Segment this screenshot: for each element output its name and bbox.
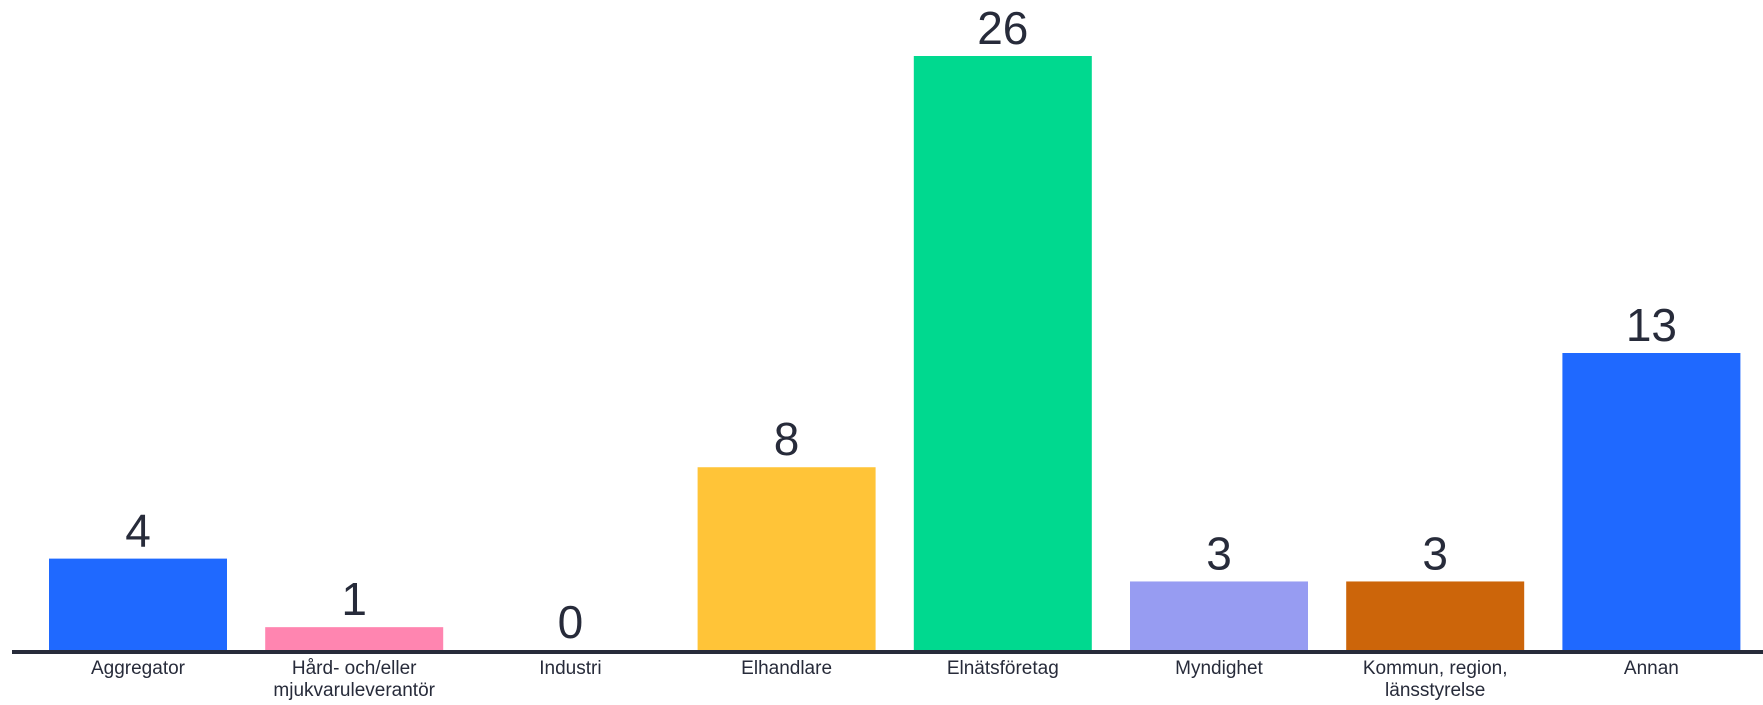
bar-8 [1562,353,1741,650]
value-labels-layer: 4 1 0 8 26 3 3 13 [125,2,1677,648]
bar-5 [913,56,1092,650]
bar-4 [697,467,876,650]
category-label-line: länsstyrelse [1385,680,1485,700]
category-label-8: Annan [1624,658,1679,679]
category-label-line: Annan [1624,658,1679,679]
category-labels-layer: Aggregator Hård- och/eller mjukvaruleveran… [91,658,1679,701]
category-label-5: Elnätsföretag [947,658,1059,679]
data-label-6: 3 [1206,527,1232,579]
bar-7 [1346,581,1525,650]
bar-1 [49,558,227,650]
category-label-2: Hård- och/eller mjukvaruleverantör [273,658,435,700]
data-label-3: 0 [558,596,584,648]
data-label-4: 8 [774,413,800,465]
data-label-7: 3 [1422,527,1448,579]
data-label-2: 1 [341,573,367,625]
category-label-line: Aggregator [91,658,186,679]
category-label-line: Myndighet [1175,658,1263,679]
bar-2 [265,627,444,650]
bar-6 [1130,581,1308,650]
category-label-line: Elhandlare [741,658,832,679]
category-label-line: Elnätsföretag [947,658,1059,679]
category-label-4: Elhandlare [741,658,832,679]
category-label-line: mjukvaruleverantör [273,680,435,700]
category-label-1: Aggregator [91,658,186,679]
category-label-6: Myndighet [1175,658,1263,679]
category-label-line: Hård- och/eller [292,658,417,679]
data-label-5: 26 [977,2,1028,54]
data-label-1: 4 [125,505,151,557]
category-label-line: Industri [539,658,601,679]
bars-layer [49,56,1741,650]
category-label-line: Kommun, region, [1363,658,1508,679]
data-label-8: 13 [1626,299,1677,351]
category-label-7: Kommun, region, länsstyrelse [1363,658,1508,700]
category-label-3: Industri [539,658,601,679]
